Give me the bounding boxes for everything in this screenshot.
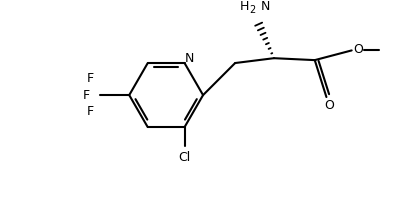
Text: Cl: Cl xyxy=(178,151,190,164)
Text: F: F xyxy=(83,89,90,102)
Text: H: H xyxy=(239,0,248,13)
Text: F: F xyxy=(87,72,94,85)
Text: O: O xyxy=(324,99,333,112)
Text: N: N xyxy=(184,52,194,65)
Text: O: O xyxy=(353,43,362,56)
Text: 2: 2 xyxy=(249,5,255,15)
Text: F: F xyxy=(87,105,94,118)
Text: N: N xyxy=(260,0,269,13)
